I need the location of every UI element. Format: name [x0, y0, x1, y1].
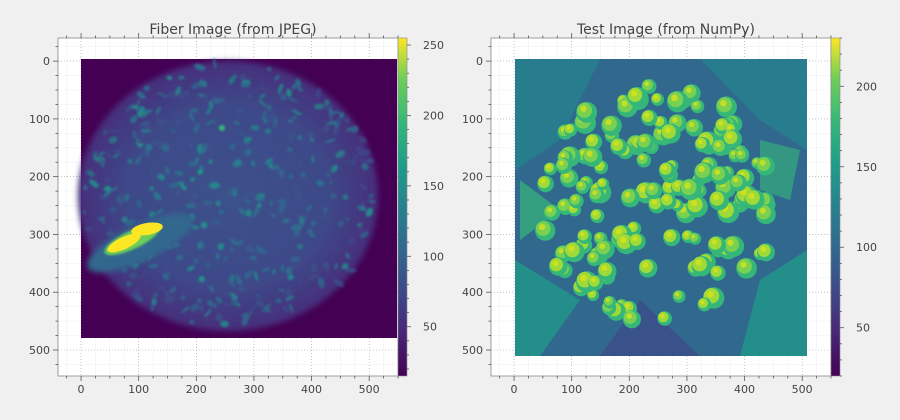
fiber-xtick-label: 200: [186, 383, 207, 396]
fiber-xtick-label: 0: [78, 383, 85, 396]
fiber-ticks: 0 100 200 300 400 500 0 100 200 300 400 500: [29, 33, 403, 396]
fiber-xtick-label: 400: [301, 383, 322, 396]
fiber-ytick-label: 0: [43, 55, 50, 68]
fiber-panel: 0 100 200 300 400 500 0 100 200 300 400 500 Fiber I…: [29, 22, 444, 396]
test-xtick-label: 400: [734, 383, 755, 396]
fiber-ytick-label: 100: [29, 113, 50, 126]
fiber-colorbar-tick-label: 100: [423, 250, 444, 263]
test-ytick-label: 0: [476, 55, 483, 68]
test-xtick-label: 300: [676, 383, 697, 396]
fiber-colorbar: [398, 38, 407, 376]
test-colorbar-tick-label: 100: [856, 241, 877, 254]
test-colorbar-tick-label: 50: [856, 322, 870, 335]
fiber-xtick-label: 300: [243, 383, 264, 396]
test-colorbar-tick-label: 200: [856, 80, 877, 93]
fiber-title: Fiber Image (from JPEG): [149, 22, 316, 38]
fiber-colorbar-tick-label: 250: [423, 39, 444, 52]
test-xtick-label: 0: [511, 383, 518, 396]
test-colorbar-ticks: 50 100 150 200: [840, 37, 877, 377]
fiber-ytick-label: 400: [29, 286, 50, 299]
test-xtick-label: 500: [792, 383, 813, 396]
test-ytick-label: 400: [462, 286, 483, 299]
test-ytick-label: 500: [462, 344, 483, 357]
test-xtick-label: 100: [561, 383, 582, 396]
test-image: [515, 59, 807, 356]
test-ytick-label: 200: [462, 171, 483, 184]
test-ytick-label: 300: [462, 228, 483, 241]
fiber-ytick-label: 500: [29, 344, 50, 357]
test-title: Test Image (from NumPy): [576, 22, 755, 38]
fiber-ytick-label: 300: [29, 228, 50, 241]
test-xtick-label: 200: [619, 383, 640, 396]
fiber-colorbar-tick-label: 150: [423, 180, 444, 193]
test-colorbar-tick-label: 150: [856, 161, 877, 174]
test-panel: 0 100 200 300 400 500 0 100 200 300 400 500 Test Im…: [462, 22, 877, 396]
test-ticks: 0 100 200 300 400 500 0 100 200 300 400 500: [462, 33, 836, 396]
fiber-xtick-label: 500: [359, 383, 380, 396]
test-ytick-label: 100: [462, 113, 483, 126]
fiber-ytick-label: 200: [29, 171, 50, 184]
fiber-image: [78, 57, 397, 338]
fiber-colorbar-tick-label: 200: [423, 109, 444, 122]
fiber-colorbar-ticks: 50 100 150 200 250: [407, 39, 444, 370]
fiber-xtick-label: 100: [128, 383, 149, 396]
test-colorbar: [831, 38, 840, 376]
fiber-colorbar-tick-label: 50: [423, 321, 437, 334]
